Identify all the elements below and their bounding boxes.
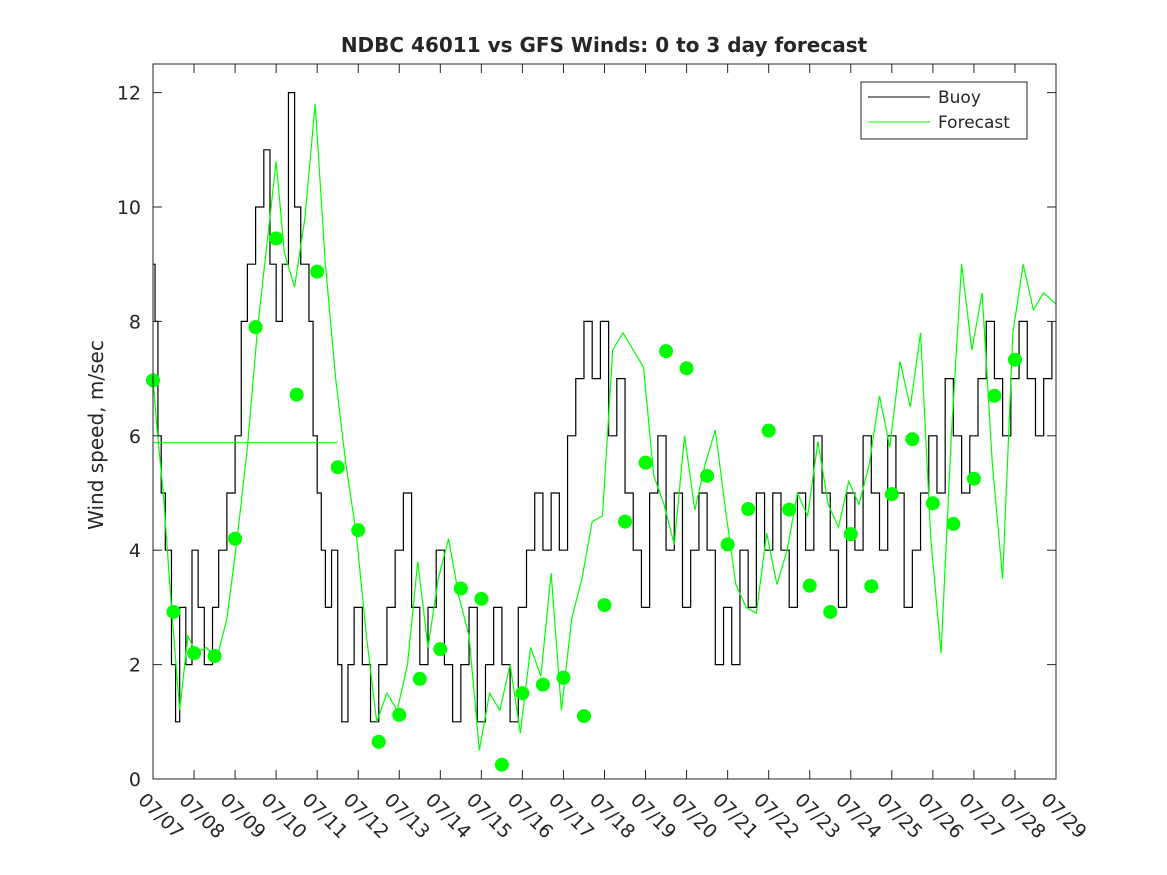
forecast-series bbox=[152, 103, 1057, 751]
forecast-marker bbox=[269, 231, 284, 246]
y-tick-label: 2 bbox=[129, 655, 141, 677]
forecast-marker bbox=[843, 527, 858, 542]
forecast-marker bbox=[618, 514, 633, 529]
forecast-marker bbox=[720, 537, 735, 552]
chart-title: NDBC 46011 vs GFS Winds: 0 to 3 day fore… bbox=[341, 33, 868, 57]
forecast-markers bbox=[146, 231, 1022, 772]
forecast-marker bbox=[966, 471, 981, 486]
forecast-marker bbox=[946, 516, 961, 531]
y-tick-label: 4 bbox=[129, 540, 141, 562]
forecast-marker bbox=[412, 671, 427, 686]
y-axis-label: Wind speed, m/sec bbox=[84, 340, 108, 530]
forecast-marker bbox=[638, 455, 653, 470]
forecast-marker bbox=[802, 578, 817, 593]
plot-area bbox=[146, 92, 1057, 772]
forecast-marker bbox=[371, 734, 386, 749]
forecast-marker bbox=[289, 387, 304, 402]
y-tick-label: 8 bbox=[129, 311, 141, 333]
forecast-marker bbox=[351, 523, 366, 538]
forecast-marker bbox=[474, 591, 489, 606]
forecast-marker bbox=[659, 344, 674, 359]
y-axis: 0 2 4 6 8 10 12 bbox=[117, 83, 1056, 791]
forecast-marker bbox=[392, 707, 407, 722]
forecast-marker bbox=[556, 670, 571, 685]
forecast-marker bbox=[741, 502, 756, 517]
forecast-marker bbox=[330, 460, 345, 475]
y-tick-label: 12 bbox=[117, 83, 141, 105]
forecast-marker bbox=[535, 677, 550, 692]
forecast-marker bbox=[761, 423, 776, 438]
forecast-marker bbox=[494, 757, 509, 772]
forecast-marker bbox=[166, 604, 181, 619]
forecast-marker bbox=[700, 468, 715, 483]
forecast-marker bbox=[515, 686, 530, 701]
forecast-marker bbox=[207, 649, 222, 664]
forecast-marker bbox=[905, 432, 920, 447]
y-tick-label: 0 bbox=[129, 769, 141, 791]
forecast-marker bbox=[433, 642, 448, 657]
forecast-marker bbox=[884, 487, 899, 502]
forecast-line bbox=[152, 103, 1057, 751]
legend: Buoy Forecast bbox=[860, 81, 1028, 140]
legend-buoy-label: Buoy bbox=[938, 88, 981, 108]
legend-forecast-label: Forecast bbox=[938, 113, 1010, 133]
forecast-marker bbox=[864, 579, 879, 594]
y-tick-label: 10 bbox=[117, 197, 141, 219]
forecast-marker bbox=[576, 709, 591, 724]
forecast-marker bbox=[679, 361, 694, 376]
forecast-marker bbox=[1007, 352, 1022, 367]
forecast-marker bbox=[782, 502, 797, 517]
legend-box bbox=[860, 81, 1028, 140]
forecast-marker bbox=[453, 581, 468, 596]
forecast-marker bbox=[187, 646, 202, 661]
forecast-marker bbox=[248, 320, 263, 335]
forecast-marker bbox=[987, 388, 1002, 403]
forecast-marker bbox=[597, 598, 612, 613]
forecast-marker bbox=[823, 604, 838, 619]
forecast-marker bbox=[310, 264, 325, 279]
forecast-marker bbox=[228, 531, 243, 546]
y-tick-label: 6 bbox=[129, 426, 141, 448]
forecast-marker bbox=[925, 496, 940, 511]
